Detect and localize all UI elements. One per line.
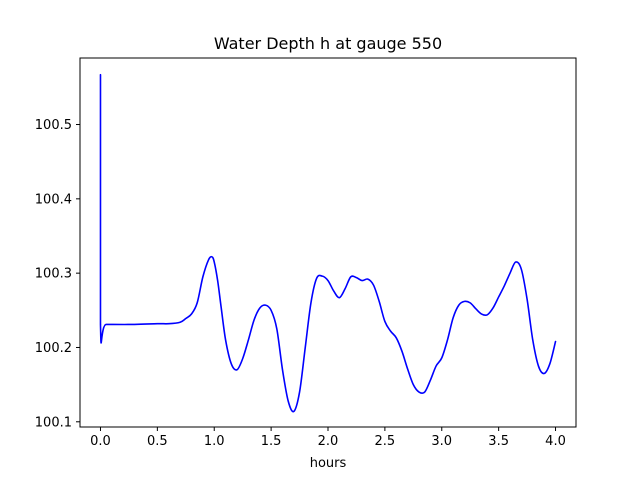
x-tick-label: 2.5 xyxy=(375,434,396,449)
x-axis: 0.0 0.5 1.0 1.5 2.0 2.5 3.0 3.5 4.0 xyxy=(90,427,566,449)
x-tick-label: 2.0 xyxy=(318,434,339,449)
y-tick-label: 100.5 xyxy=(35,118,72,133)
series-line xyxy=(99,73,557,413)
y-tick-label: 100.2 xyxy=(35,341,72,356)
plot-area xyxy=(99,73,557,413)
y-tick-label: 100.3 xyxy=(35,267,72,282)
x-tick-label: 3.0 xyxy=(431,434,452,449)
x-tick-label: 3.5 xyxy=(488,434,509,449)
x-tick-label: 1.0 xyxy=(204,434,225,449)
chart-title: Water Depth h at gauge 550 xyxy=(214,34,442,53)
y-tick-label: 100.4 xyxy=(35,192,72,207)
x-axis-label: hours xyxy=(310,456,347,471)
x-tick-label: 1.5 xyxy=(261,434,282,449)
x-tick-label: 4.0 xyxy=(545,434,566,449)
x-tick-label: 0.0 xyxy=(90,434,111,449)
y-axis: 100.1 100.2 100.3 100.4 100.5 xyxy=(35,118,80,430)
x-tick-label: 0.5 xyxy=(147,434,168,449)
y-tick-label: 100.1 xyxy=(35,415,72,430)
